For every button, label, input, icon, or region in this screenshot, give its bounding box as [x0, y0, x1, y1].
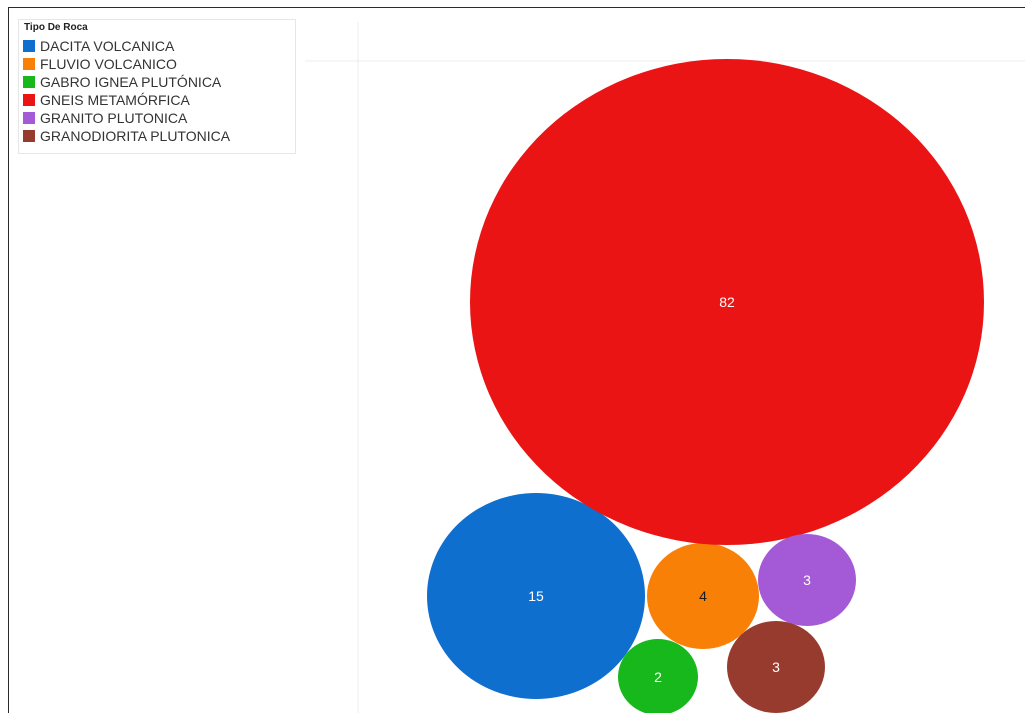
- legend-item-fluvio[interactable]: FLUVIO VOLCANICO: [23, 55, 177, 73]
- legend-label-granito: GRANITO PLUTONICA: [40, 110, 188, 126]
- bubble-fluvio[interactable]: [647, 543, 759, 649]
- bubble-label-granito: 3: [803, 572, 811, 588]
- legend-label-fluvio: FLUVIO VOLCANICO: [40, 56, 177, 72]
- bubble-label-fluvio: 4: [699, 588, 707, 604]
- legend-item-granito[interactable]: GRANITO PLUTONICA: [23, 109, 187, 127]
- bubble-dacita[interactable]: [427, 493, 645, 699]
- legend-title: Tipo De Roca: [24, 22, 88, 33]
- legend-item-granodiorita[interactable]: GRANODIORITA PLUTONICA: [23, 127, 230, 145]
- legend-label-gabro: GABRO IGNEA PLUTÓNICA: [40, 74, 222, 90]
- bubble-granodiorita[interactable]: [727, 621, 825, 713]
- legend-swatch-gabro: [23, 76, 35, 88]
- bubble-label-gneis: 82: [719, 294, 735, 310]
- legend-swatch-granodiorita: [23, 130, 35, 142]
- bubbles-group: 15 4 2 82 3 3: [427, 59, 984, 713]
- legend-label-gneis: GNEIS METAMÓRFICA: [40, 92, 190, 108]
- bubble-gabro[interactable]: [618, 639, 698, 713]
- legend: Tipo De Roca DACITA VOLCANICA FLUVIO VOL…: [18, 19, 296, 154]
- legend-item-dacita[interactable]: DACITA VOLCANICA: [23, 37, 174, 55]
- legend-label-dacita: DACITA VOLCANICA: [40, 38, 175, 54]
- bubble-granito[interactable]: [758, 534, 856, 626]
- bubble-label-granodiorita: 3: [772, 659, 780, 675]
- legend-swatch-dacita: [23, 40, 35, 52]
- legend-item-gabro[interactable]: GABRO IGNEA PLUTÓNICA: [23, 73, 221, 91]
- legend-label-granodiorita: GRANODIORITA PLUTONICA: [40, 128, 231, 144]
- legend-swatch-granito: [23, 112, 35, 124]
- bubble-label-gabro: 2: [654, 669, 662, 685]
- bubble-label-dacita: 15: [528, 588, 544, 604]
- legend-item-gneis[interactable]: GNEIS METAMÓRFICA: [23, 91, 190, 109]
- legend-swatch-gneis: [23, 94, 35, 106]
- legend-swatch-fluvio: [23, 58, 35, 70]
- bubble-gneis[interactable]: [470, 59, 984, 545]
